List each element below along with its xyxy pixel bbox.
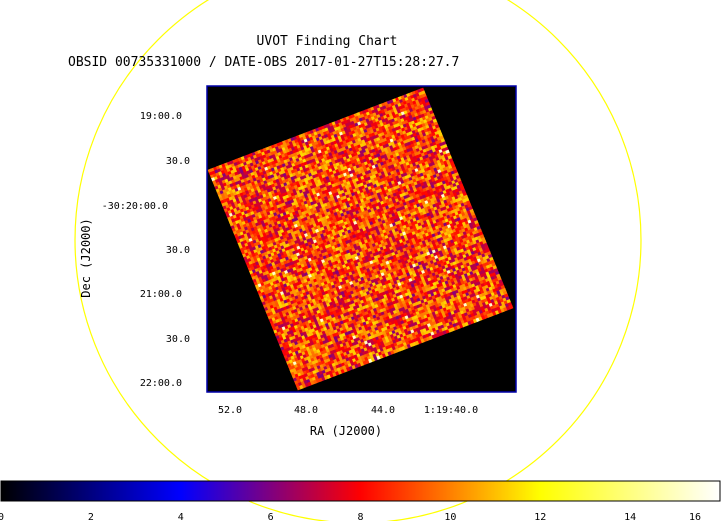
colorbar-tick-label: 4 (178, 512, 184, 521)
y-tick-label: 22:00.0 (140, 378, 182, 389)
colorbar-tick-label: 12 (534, 512, 546, 521)
x-tick-label: 48.0 (294, 405, 318, 416)
chart-title: UVOT Finding Chart (257, 34, 398, 49)
colorbar-tick-label: 6 (268, 512, 274, 521)
colorbar-tick-label: 10 (444, 512, 456, 521)
x-tick-label: 52.0 (218, 405, 242, 416)
colorbar-tick-label: 8 (357, 512, 363, 521)
x-axis-label: RA (J2000) (310, 424, 382, 438)
y-tick-label: 19:00.0 (140, 111, 182, 122)
exposure-image (207, 87, 514, 391)
y-tick-label: 21:00.0 (140, 289, 182, 300)
chart-subtitle: OBSID 00735331000 / DATE-OBS 2017-01-27T… (68, 55, 459, 70)
colorbar-tick-label: 16 (689, 512, 701, 521)
colorbar (0, 480, 721, 502)
x-tick-label: 1:19:40.0 (424, 405, 478, 416)
colorbar-tick-label: 0 (0, 512, 4, 521)
image-frame (206, 85, 517, 393)
y-tick-label: -30:20:00.0 (102, 201, 168, 212)
y-tick-label: 30.0 (166, 245, 190, 256)
x-tick-label: 44.0 (371, 405, 395, 416)
fov-circle (74, 0, 642, 521)
colorbar-tick-label: 2 (88, 512, 94, 521)
colorbar-tick-label: 14 (624, 512, 636, 521)
y-tick-label: 30.0 (166, 156, 190, 167)
y-axis-label: Dec (J2000) (79, 218, 93, 297)
y-tick-label: 30.0 (166, 334, 190, 345)
